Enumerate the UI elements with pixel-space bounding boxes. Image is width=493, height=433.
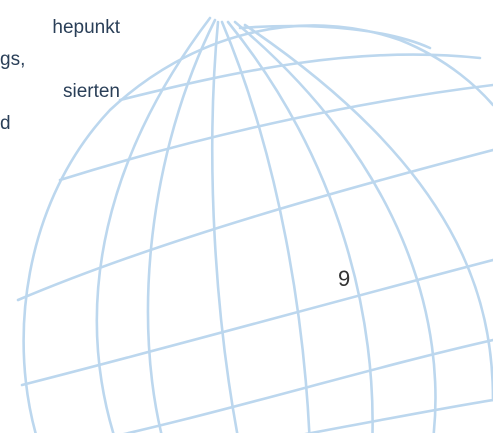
globe-parallel — [20, 258, 493, 387]
body-text-line: gs, — [0, 49, 26, 70]
page-number: 9 — [338, 266, 351, 291]
body-text-line: sierten — [62, 81, 120, 102]
globe-parallel — [16, 148, 493, 302]
globe-meridian — [220, 20, 311, 433]
globe-parallel — [304, 398, 493, 433]
globe-meridian — [233, 20, 437, 433]
globe-meridian — [146, 18, 217, 433]
globe-meridian — [226, 20, 374, 433]
body-text-fragment: hepunkt gs, sierten d — [0, 12, 120, 140]
globe-meridian — [95, 16, 212, 433]
globe-parallel — [122, 338, 493, 433]
globe-parallel — [58, 83, 493, 182]
globe-meridian — [243, 23, 493, 402]
body-text-line: d — [0, 113, 11, 134]
globe-parallel — [118, 53, 482, 102]
body-text-line: hepunkt — [52, 17, 120, 38]
globe-parallel — [238, 24, 432, 50]
